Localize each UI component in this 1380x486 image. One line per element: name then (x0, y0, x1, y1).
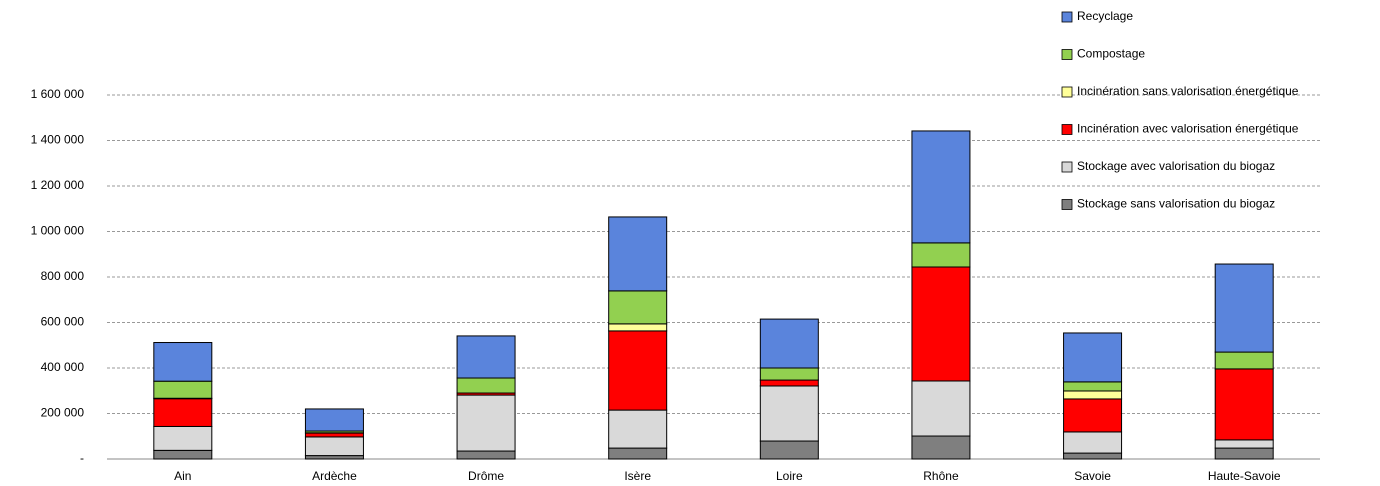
bar-segment (153, 342, 213, 382)
bar-segment (304, 455, 364, 460)
bar-segment (304, 436, 364, 457)
bar-segment (1063, 398, 1123, 433)
bar-segment (1063, 452, 1123, 460)
bar-segment (456, 377, 516, 394)
bar-segment (1063, 381, 1123, 392)
bar-segment (304, 408, 364, 432)
bar-segment (1214, 263, 1274, 353)
bar-segment (1214, 368, 1274, 441)
bar-segment (153, 449, 213, 460)
bar-segment (608, 216, 668, 292)
bar-segment (456, 394, 516, 452)
bar-segment (608, 330, 668, 411)
bar-segment (304, 432, 364, 438)
bar-segment (1063, 332, 1123, 383)
bar-segment (608, 447, 668, 460)
bar-segment (759, 379, 819, 387)
y-tick-label: 1 000 000 (31, 224, 85, 238)
bar-segment (1063, 390, 1123, 400)
y-tick-label: 200 000 (41, 406, 85, 420)
bar-segment (608, 290, 668, 325)
bar-segment (153, 380, 213, 399)
bar-segment (608, 409, 668, 449)
x-tick-label: Ardèche (312, 469, 357, 483)
bar-segment (911, 380, 971, 437)
bar-segment (911, 242, 971, 268)
legend-swatch (1061, 49, 1073, 60)
x-tick-label: Loire (776, 469, 803, 483)
legend-label: Stockage avec valorisation du biogaz (1077, 159, 1275, 173)
x-tick-label: Ain (174, 469, 191, 483)
x-tick-label: Haute-Savoie (1208, 469, 1281, 483)
legend-swatch (1061, 11, 1073, 23)
bar-segment (911, 130, 971, 244)
y-tick-label: - (80, 451, 84, 465)
bar-segment (1214, 439, 1274, 449)
y-tick-label: 800 000 (41, 269, 85, 283)
legend-swatch (1061, 124, 1073, 135)
y-tick-label: 1 200 000 (31, 178, 85, 192)
x-tick-label: Isère (624, 469, 651, 483)
bar-segment (759, 318, 819, 369)
x-tick-label: Drôme (468, 469, 504, 483)
bar-segment (759, 440, 819, 460)
legend-swatch (1061, 161, 1073, 173)
x-tick-label: Savoie (1074, 469, 1111, 483)
legend-label: Incinération sans valorisation énergétiq… (1077, 84, 1299, 98)
legend-label: Compostage (1077, 47, 1145, 61)
bar-segment (608, 323, 668, 332)
bar-segment (456, 450, 516, 460)
bar-segment (153, 398, 213, 427)
legend-label: Stockage sans valorisation du biogaz (1077, 197, 1275, 211)
x-tick-label: Rhône (923, 469, 959, 483)
legend-swatch (1061, 86, 1073, 98)
bar-segment (759, 367, 819, 381)
bar-segment (759, 385, 819, 442)
y-tick-label: 1 600 000 (31, 87, 85, 101)
bar-segment (1214, 351, 1274, 370)
legend-label: Incinération avec valorisation énergétiq… (1077, 122, 1299, 136)
legend-swatch (1061, 199, 1073, 210)
y-tick-label: 400 000 (41, 360, 85, 374)
y-tick-label: 600 000 (41, 315, 85, 329)
bar-segment (911, 435, 971, 460)
bar-segment (153, 425, 213, 451)
bar-segment (456, 335, 516, 379)
y-tick-label: 1 400 000 (31, 133, 85, 147)
legend-label: Recyclage (1077, 9, 1133, 23)
bar-segment (1214, 447, 1274, 460)
bar-segment (911, 266, 971, 382)
bar-segment (1063, 431, 1123, 454)
